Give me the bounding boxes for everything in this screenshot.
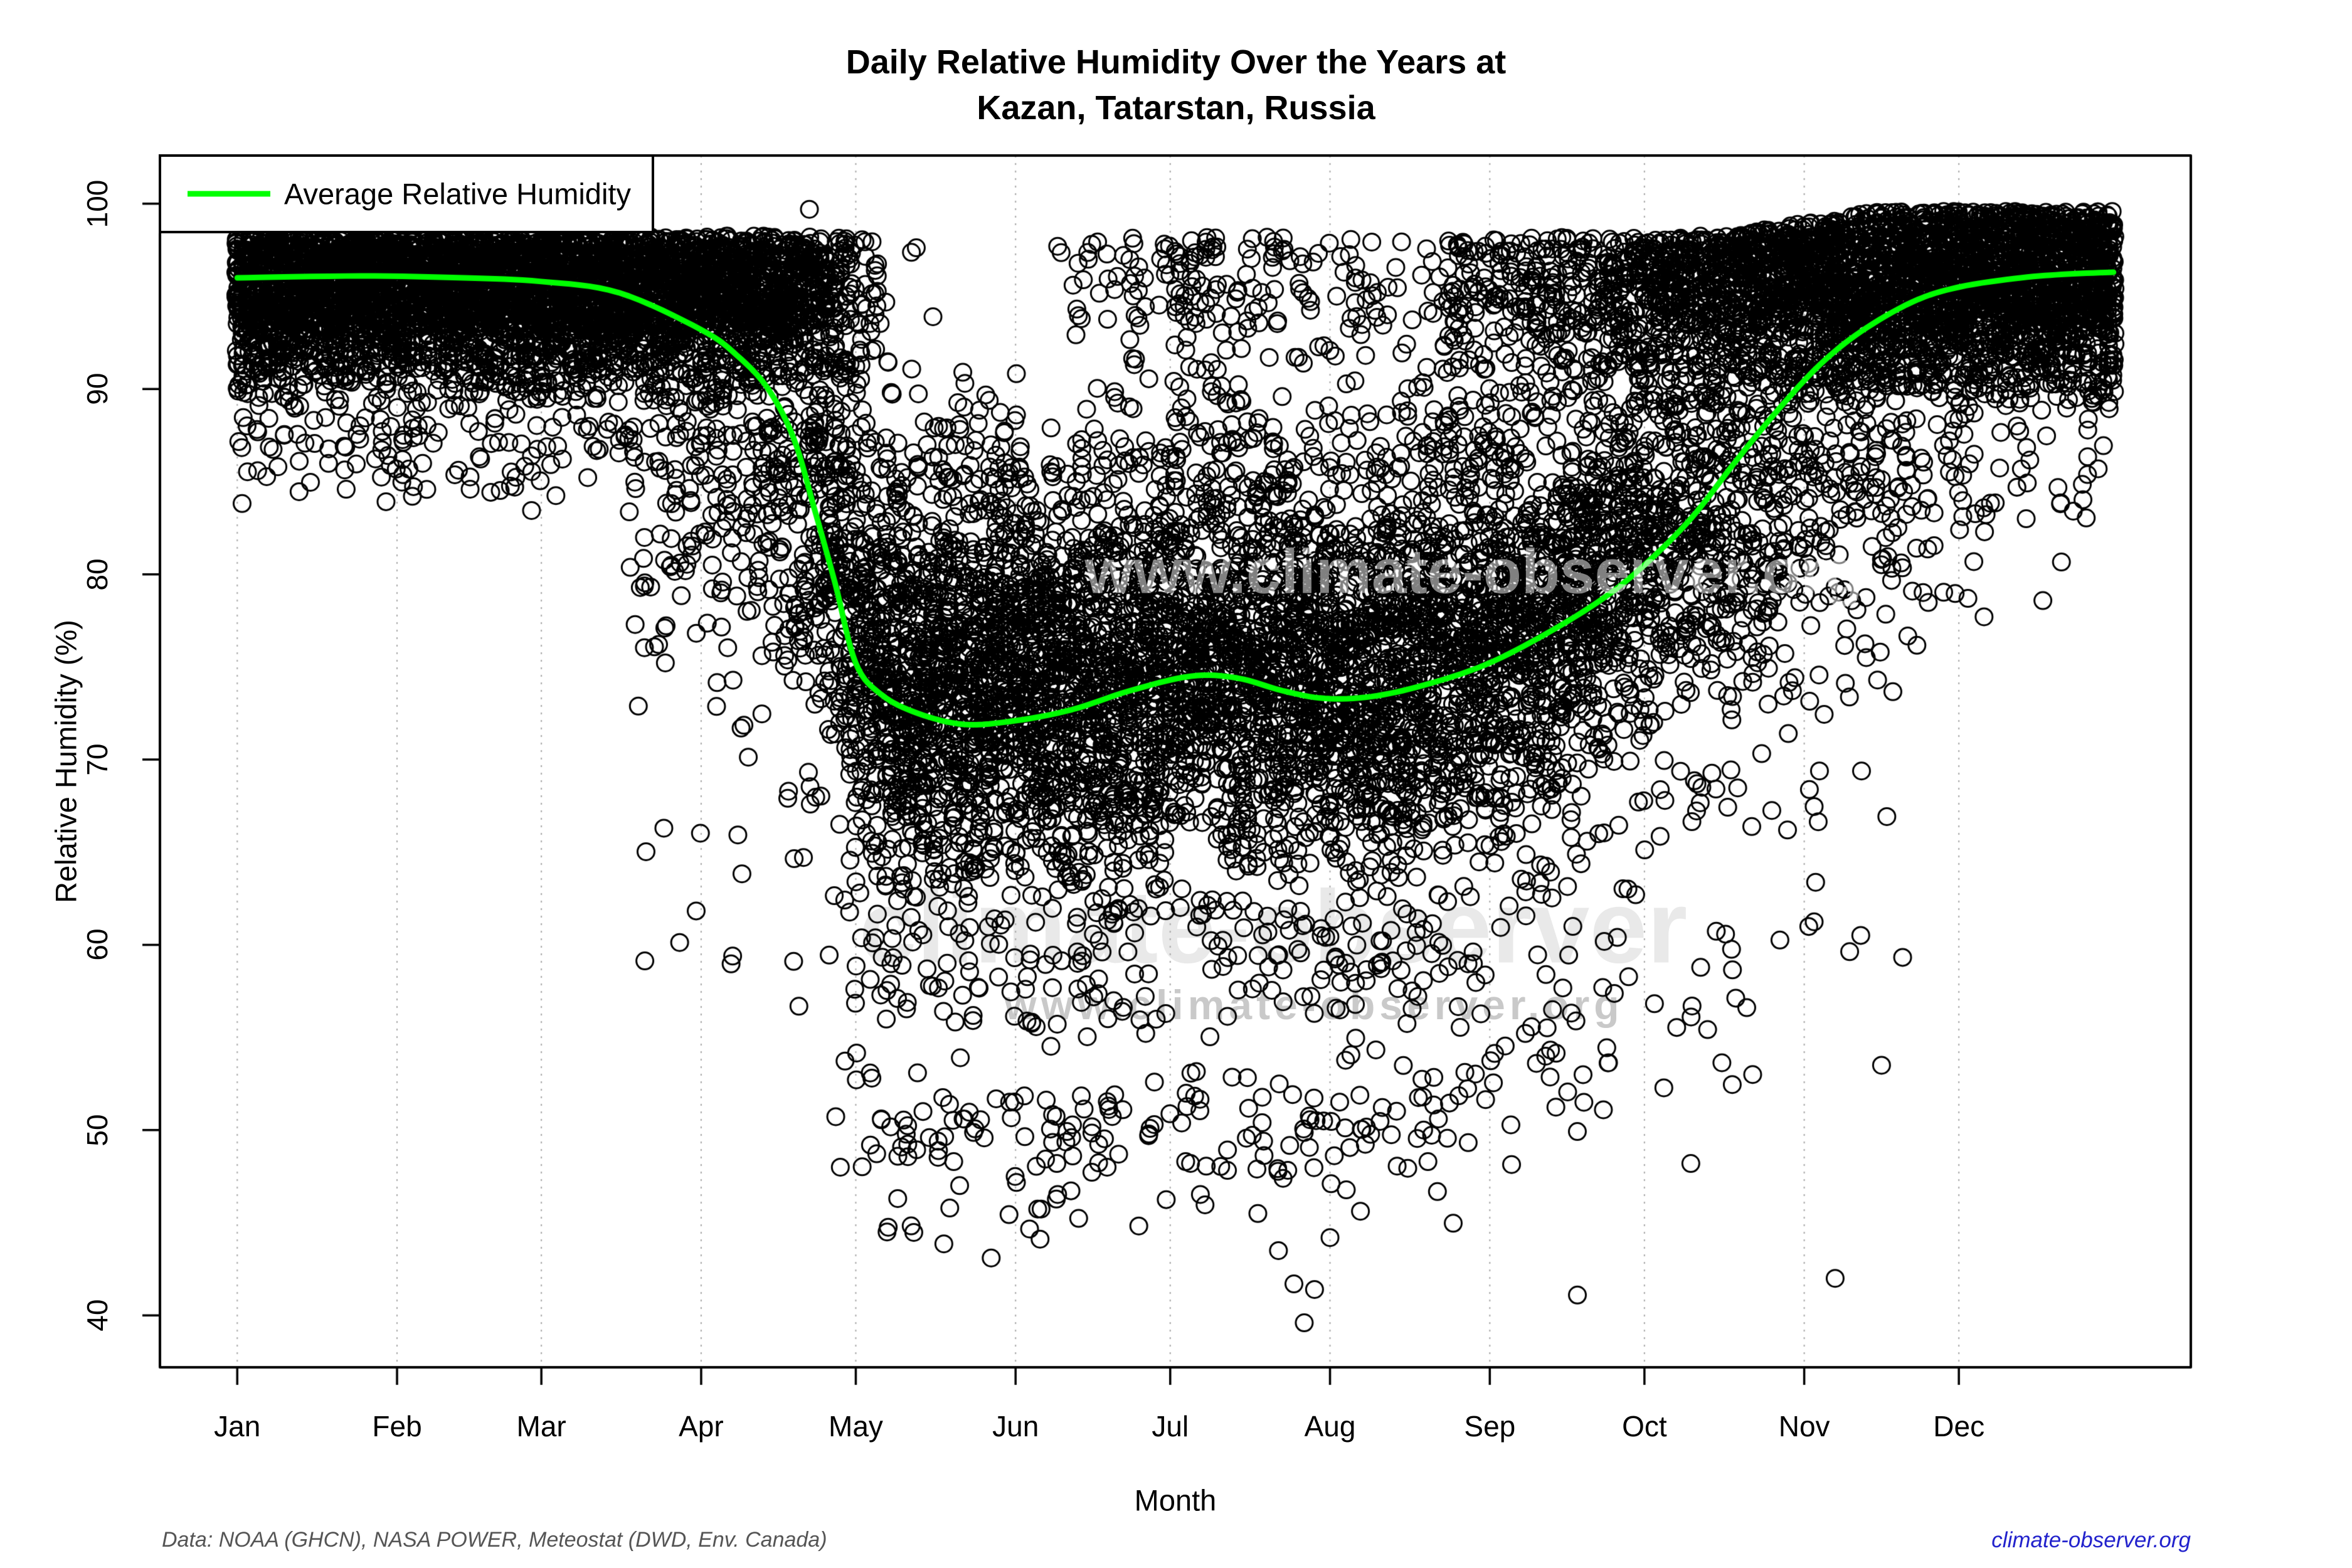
x-tick-label: Jun bbox=[992, 1410, 1039, 1443]
x-tick-label: Mar bbox=[516, 1410, 566, 1443]
y-tick-label: 40 bbox=[81, 1299, 114, 1332]
legend-label: Average Relative Humidity bbox=[284, 177, 631, 211]
y-tick-label: 100 bbox=[81, 179, 114, 228]
legend-line-swatch bbox=[188, 191, 270, 197]
x-tick-label: Aug bbox=[1304, 1410, 1356, 1443]
x-axis-title: Month bbox=[1134, 1483, 1217, 1517]
x-tick-label: Feb bbox=[372, 1410, 422, 1443]
x-tick-label: May bbox=[829, 1410, 883, 1443]
legend: Average Relative Humidity bbox=[159, 154, 654, 233]
chart-title-line2: Kazan, Tatarstan, Russia bbox=[977, 89, 1375, 127]
x-tick-label: Dec bbox=[1933, 1410, 1985, 1443]
y-tick-label: 90 bbox=[81, 373, 114, 405]
x-tick-label: Nov bbox=[1778, 1410, 1830, 1443]
x-tick-label: Jul bbox=[1152, 1410, 1189, 1443]
y-tick-label: 50 bbox=[81, 1114, 114, 1147]
x-tick-label: Jan bbox=[214, 1410, 261, 1443]
data-source-note: Data: NOAA (GHCN), NASA POWER, Meteostat… bbox=[162, 1528, 827, 1552]
watermark-overlay: www.climate-observer.org bbox=[1084, 536, 1863, 607]
y-axis-title: Relative Humidity (%) bbox=[49, 620, 83, 903]
chart-title-line1: Daily Relative Humidity Over the Years a… bbox=[845, 43, 1507, 81]
x-tick-label: Sep bbox=[1464, 1410, 1516, 1443]
y-tick-label: 60 bbox=[81, 928, 114, 961]
x-tick-label: Apr bbox=[679, 1410, 724, 1443]
x-tick-label: Oct bbox=[1622, 1410, 1667, 1443]
website-link[interactable]: climate-observer.org bbox=[1991, 1528, 2191, 1552]
y-tick-label: 70 bbox=[81, 743, 114, 776]
y-tick-label: 80 bbox=[81, 558, 114, 591]
